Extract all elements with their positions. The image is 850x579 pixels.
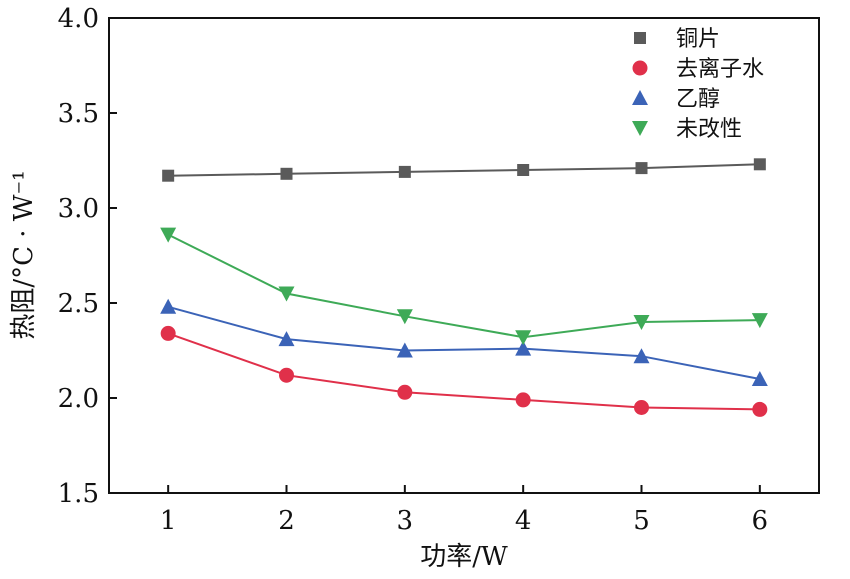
data-point [515, 330, 532, 346]
data-point [278, 331, 295, 347]
data-point [634, 400, 649, 415]
x-tick-label: 2 [278, 506, 295, 536]
x-axis: 1 2 3 4 5 6 [160, 485, 768, 536]
data-point [396, 342, 413, 358]
legend-label: 去离子水 [676, 57, 764, 82]
y-axis: 1.5 2.0 2.5 3.0 3.5 4.0 [58, 4, 117, 509]
data-point [160, 325, 176, 341]
series-4 [160, 227, 768, 346]
legend-label: 未改性 [676, 117, 742, 142]
data-point [517, 164, 530, 176]
y-tick-label: 4.0 [58, 4, 99, 34]
x-axis-title: 功率/W [420, 542, 508, 572]
data-point [160, 298, 177, 314]
data-point [396, 309, 413, 325]
y-tick-label: 2.0 [58, 384, 99, 414]
y-tick-label: 2.5 [58, 289, 99, 319]
y-tick-label: 3.5 [58, 99, 99, 129]
data-point [398, 165, 411, 178]
x-tick-label: 6 [752, 506, 769, 536]
legend-label: 铜片 [676, 27, 720, 52]
data-point [515, 340, 532, 356]
x-tick-label: 3 [397, 506, 414, 536]
y-axis-title: 热阻/°C · W⁻¹ [9, 170, 39, 339]
plot-frame [108, 17, 820, 494]
data-point [278, 286, 295, 302]
data-point [160, 227, 177, 243]
data-point [751, 371, 768, 386]
series-1 [162, 158, 766, 182]
data-point [279, 367, 294, 383]
data-point [751, 313, 768, 329]
legend-item: 乙醇 [632, 87, 720, 112]
x-tick-label: 1 [160, 506, 177, 536]
legend-marker [632, 121, 648, 136]
series-line [167, 305, 761, 380]
data-point [753, 158, 766, 171]
legend-label: 乙醇 [676, 87, 720, 112]
legend-marker [634, 32, 646, 44]
legend-item: 未改性 [632, 117, 742, 142]
data-point [633, 315, 650, 330]
series-3 [160, 298, 768, 386]
legend-marker [632, 60, 648, 76]
series-layer [160, 158, 768, 417]
series-line [167, 332, 760, 411]
series-2 [160, 325, 768, 417]
data-point [635, 162, 648, 175]
data-point [633, 348, 650, 364]
x-tick-label: 5 [633, 506, 650, 536]
data-point [162, 169, 175, 182]
x-tick-label: 4 [515, 506, 532, 536]
y-tick-label: 1.5 [58, 479, 99, 509]
legend-item: 去离子水 [632, 57, 764, 82]
y-tick-label: 3.0 [58, 194, 99, 224]
series-line [168, 163, 760, 177]
legend-item: 铜片 [634, 27, 720, 52]
data-point [752, 401, 768, 417]
legend-marker [632, 90, 648, 105]
series-line [167, 233, 760, 339]
data-point [280, 167, 293, 180]
data-point [397, 384, 413, 400]
data-point [515, 392, 531, 408]
